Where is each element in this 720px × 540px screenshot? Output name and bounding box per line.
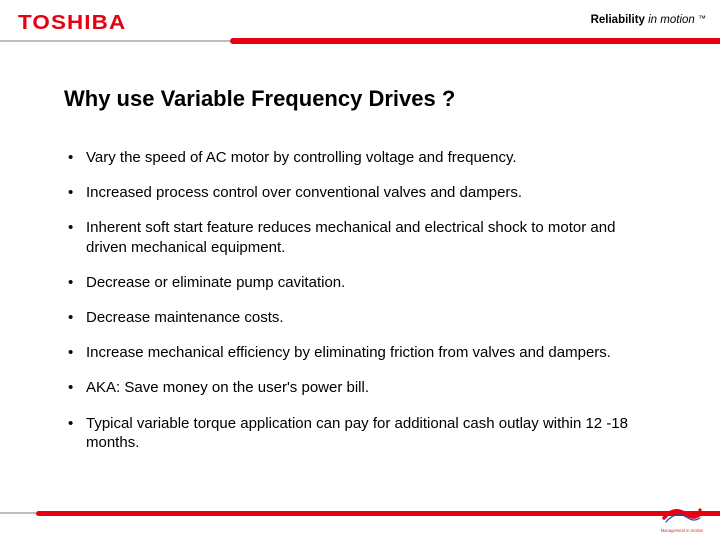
- corner-logo-icon: Management in motion: [660, 504, 704, 534]
- brand-logo: TOSHIBA: [18, 12, 126, 35]
- slide-title: Why use Variable Frequency Drives ?: [64, 86, 455, 112]
- list-item: Decrease maintenance costs.: [64, 308, 654, 327]
- tagline-italic: in motion: [648, 14, 695, 26]
- content-area: Vary the speed of AC motor by controllin…: [64, 148, 654, 468]
- list-item: Vary the speed of AC motor by controllin…: [64, 148, 654, 167]
- list-item: Decrease or eliminate pump cavitation.: [64, 273, 654, 292]
- list-item: Increase mechanical efficiency by elimin…: [64, 343, 654, 362]
- divider-gray: [0, 40, 230, 42]
- list-item: AKA: Save money on the user's power bill…: [64, 378, 654, 397]
- list-item: Inherent soft start feature reduces mech…: [64, 218, 654, 256]
- tagline-tm: ™: [698, 14, 706, 23]
- tagline-bold: Reliability: [591, 14, 645, 26]
- header-divider: [0, 38, 720, 44]
- list-item: Typical variable torque application can …: [64, 414, 654, 452]
- tagline: Reliability in motion ™: [591, 14, 706, 26]
- header: TOSHIBA Reliability in motion ™: [0, 0, 720, 48]
- list-item: Increased process control over conventio…: [64, 183, 654, 202]
- divider-red: [230, 38, 720, 44]
- slide: TOSHIBA Reliability in motion ™ Why use …: [0, 0, 720, 540]
- footer-gray: [0, 512, 36, 514]
- bullet-list: Vary the speed of AC motor by controllin…: [64, 148, 654, 452]
- svg-text:Management in motion: Management in motion: [661, 528, 704, 533]
- footer-divider: [0, 511, 720, 516]
- footer-red: [36, 511, 720, 516]
